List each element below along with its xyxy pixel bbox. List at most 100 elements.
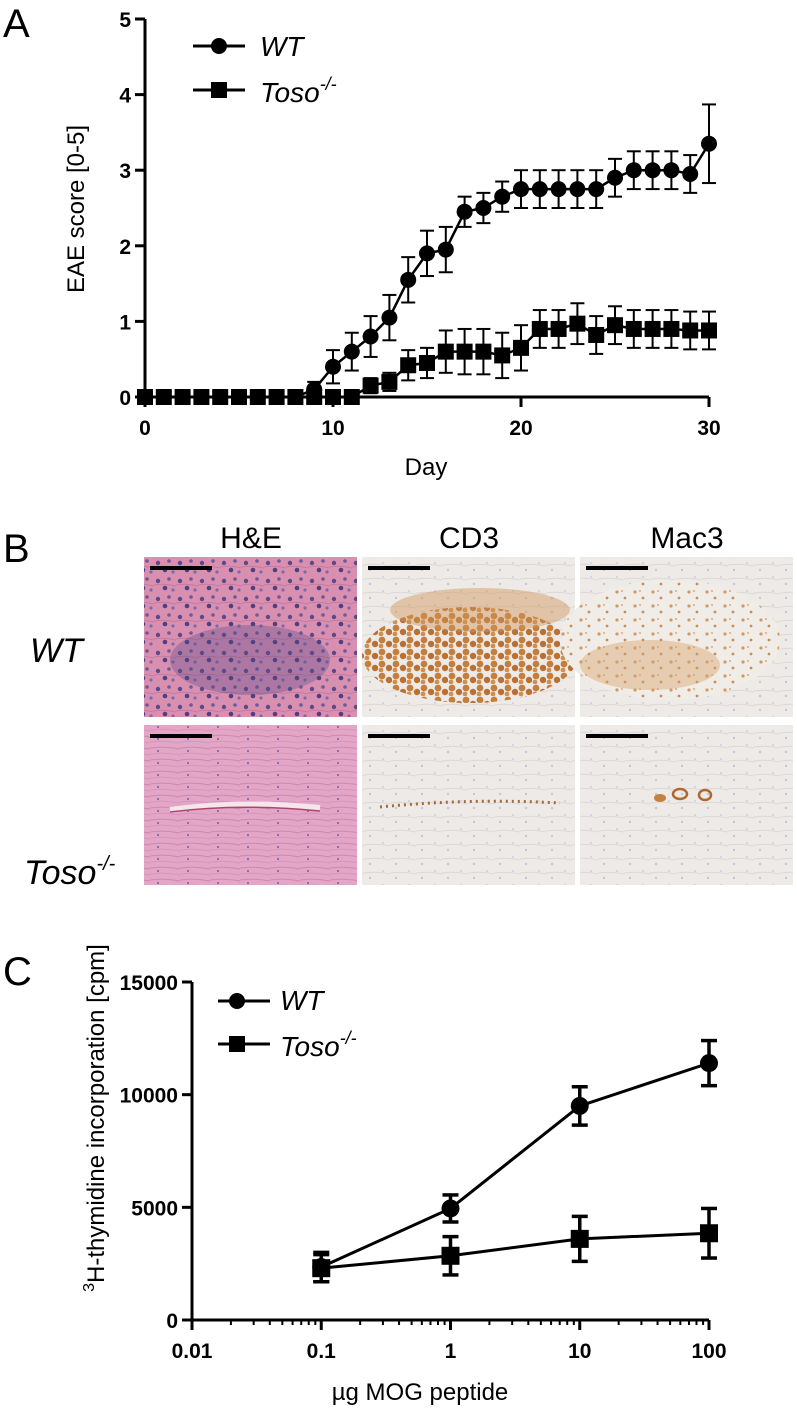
eae-series-toso-point: [701, 322, 717, 339]
eae-series-wt-point: [419, 245, 435, 262]
eae-series-toso-point: [193, 389, 210, 405]
eae-series-toso-point: [306, 389, 323, 405]
legend-square-marker: [211, 82, 227, 98]
eae-y-tick-label: 0: [119, 387, 131, 410]
thymidine-legend-toso: Toso-/-: [218, 1028, 357, 1062]
eae-legend-wt: WT: [193, 31, 305, 62]
thymidine-series-toso-line: [321, 1231, 710, 1270]
thymidine-series-toso-point: [570, 1229, 589, 1248]
thymidine-axes: 0 5000 10000 15000 0.01 0.1 1 10 100: [120, 972, 727, 1363]
thymidine-y-tick-label: 0: [166, 1310, 178, 1333]
thymidine-series-wt-point: [570, 1096, 589, 1115]
eae-series-wt-point: [625, 162, 642, 179]
eae-series-toso-point: [513, 339, 529, 356]
eae-series-wt-point: [456, 203, 473, 220]
legend-label-wt: WT: [260, 31, 305, 62]
eae-legend-toso: Toso-/-: [193, 74, 337, 108]
eae-series-toso-point: [137, 389, 153, 405]
thymidine-x-tick-label: 10: [568, 1340, 591, 1363]
micrograph-toso-cd3: [362, 725, 575, 885]
thymidine-x-tick-label: 0.01: [172, 1340, 213, 1363]
eae-series-toso-point: [494, 347, 511, 364]
eae-y-tick-label: 3: [119, 160, 131, 183]
eae-x-tick-label: 20: [509, 417, 532, 440]
eae-series-wt-point: [494, 188, 511, 205]
eae-series-wt-point: [381, 309, 398, 326]
eae-series-toso: [137, 302, 717, 405]
column-header-he: H&E: [220, 522, 282, 555]
eae-x-tick-label: 0: [139, 417, 151, 440]
thymidine-series-toso-point: [700, 1224, 718, 1243]
histology-panel: H&E CD3 Mac3 WT Toso-/-: [24, 522, 793, 892]
eae-series-toso-point: [231, 389, 247, 405]
eae-series-wt-point: [550, 181, 567, 198]
thymidine-series-toso-point: [441, 1246, 460, 1265]
eae-series-toso-point: [663, 320, 680, 337]
eae-series-toso-point: [381, 373, 398, 390]
eae-series-toso-point: [212, 389, 229, 405]
eae-series-wt-point: [362, 328, 379, 345]
eae-x-tick-label: 30: [697, 417, 720, 440]
eae-series-toso-point: [325, 389, 341, 405]
thymidine-marks: [312, 1038, 718, 1284]
micrograph-wt-mac3: [560, 557, 793, 717]
column-header-mac3: Mac3: [650, 522, 723, 555]
eae-series-toso-point: [362, 377, 379, 394]
eae-series-toso-point: [343, 389, 360, 405]
eae-y-axis-label: EAE score [0-5]: [63, 125, 90, 293]
legend-square-marker: [229, 1036, 245, 1052]
eae-legend: WT Toso-/-: [193, 31, 337, 108]
eae-y-tick-label: 2: [119, 236, 131, 259]
thymidine-x-tick-label: 1: [445, 1340, 457, 1363]
eae-series-toso-point: [607, 317, 623, 334]
legend-circle-marker: [229, 993, 245, 1009]
panel-c-letter: C: [3, 950, 32, 994]
eae-series-toso-point: [249, 389, 266, 405]
eae-series-wt-point: [682, 165, 699, 182]
eae-series-wt-point: [400, 271, 417, 288]
eae-series-wt-point: [531, 181, 548, 198]
thymidine-series-wt: [312, 1038, 718, 1284]
eae-series-toso-point: [682, 322, 699, 339]
row-label-toso: Toso-/-: [24, 853, 116, 892]
eae-y-tick-label: 1: [119, 311, 131, 334]
thymidine-x-tick-label: 100: [691, 1340, 726, 1363]
eae-series-toso-point: [456, 343, 473, 360]
thymidine-y-axis-label: 3H-thymidine incorporation [cpm]: [81, 944, 110, 1292]
eae-series-toso-point: [437, 343, 454, 360]
legend-circle-marker: [211, 38, 227, 54]
column-header-cd3: CD3: [439, 522, 499, 555]
eae-series-wt-point: [644, 162, 661, 179]
eae-series-wt-point: [437, 241, 454, 258]
thymidine-y-tick-label: 5000: [131, 1197, 178, 1220]
thymidine-series-toso: [312, 1206, 718, 1284]
eae-series-wt-point: [701, 135, 717, 152]
thymidine-series-wt-line: [320, 1061, 710, 1269]
eae-series-wt-point: [475, 200, 492, 216]
thymidine-series-wt-point: [700, 1054, 718, 1073]
eae-series-toso-point: [155, 389, 172, 405]
legend-label-wt: WT: [280, 985, 325, 1016]
panel-b-letter: B: [3, 527, 30, 571]
eae-series-toso-point: [588, 327, 605, 344]
eae-series-wt-point: [569, 181, 586, 198]
thymidine-series-toso-point: [312, 1259, 331, 1278]
thymidine-series-wt-point: [441, 1199, 460, 1218]
eae-y-tick-label: 5: [119, 9, 131, 32]
row-label-wt: WT: [30, 632, 85, 670]
eae-series-toso-point: [569, 315, 586, 332]
eae-x-axis-label: Day: [405, 454, 448, 481]
eae-series-toso-point: [550, 320, 567, 337]
eae-y-tick-label: 4: [119, 85, 131, 108]
legend-label-toso: Toso-/-: [260, 74, 337, 108]
eae-series-wt-point: [588, 181, 605, 198]
eae-series-toso-point: [400, 357, 417, 374]
thymidine-x-axis-label: µg MOG peptide: [332, 1379, 509, 1406]
eae-series-wt-point: [663, 162, 680, 179]
eae-score-chart: 0 1 2 3 4 5 0 10 20 30 Day EAE score [0-5] WT Tos…: [63, 9, 721, 481]
eae-series-toso-point: [644, 320, 661, 337]
thymidine-chart: 0 5000 10000 15000 0.01 0.1 1 10 100 µg MOG pept…: [81, 944, 727, 1406]
eae-series-wt-point: [513, 181, 529, 198]
eae-series-wt-point: [607, 169, 623, 186]
eae-series-toso-point: [287, 389, 304, 405]
